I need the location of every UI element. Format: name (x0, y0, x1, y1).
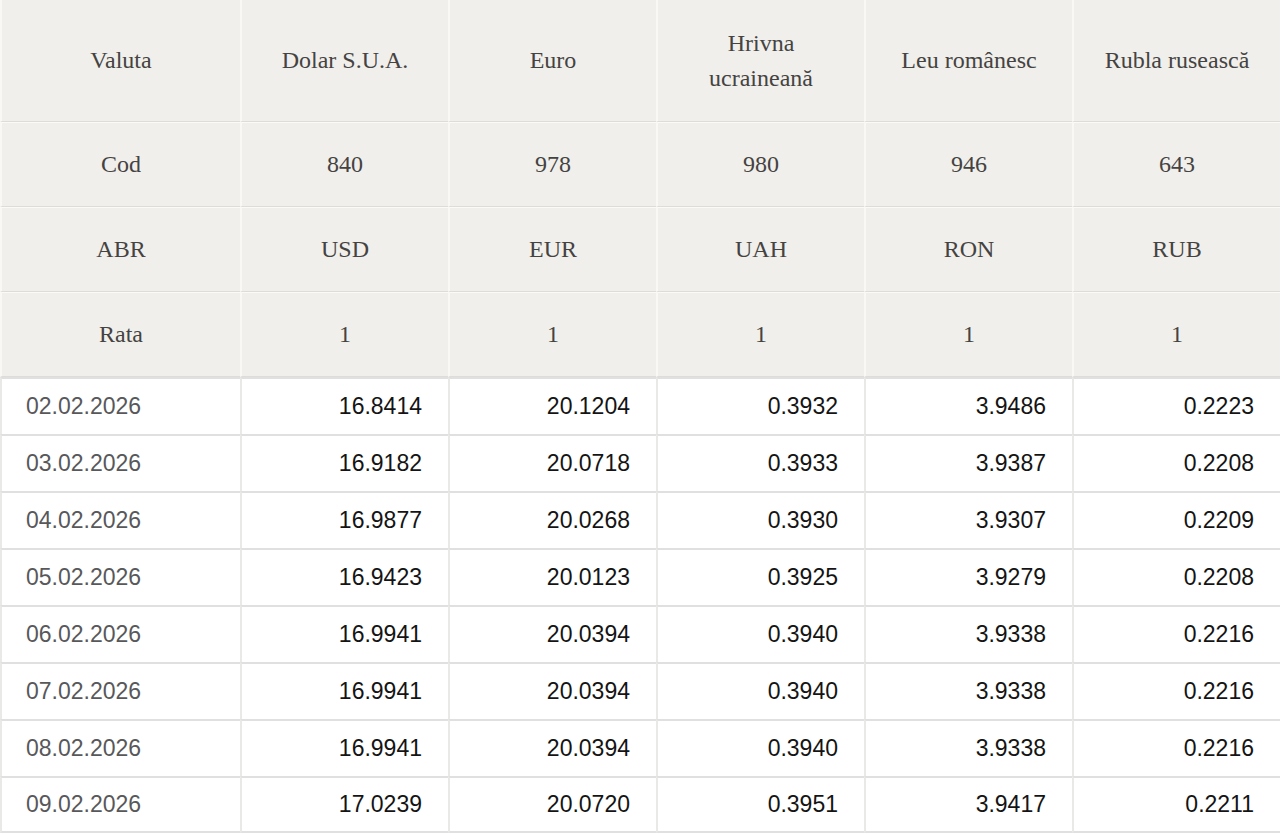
rate-value-cell: 0.3933 (656, 434, 864, 491)
header-value-cell: 980 (656, 122, 864, 207)
rate-value-cell: 0.3925 (656, 548, 864, 605)
date-cell: 07.02.2026 (0, 662, 240, 719)
header-label-cell: Rata (0, 292, 240, 377)
rate-value-cell: 3.9338 (864, 605, 1072, 662)
rate-value-cell: 20.0123 (448, 548, 656, 605)
date-cell: 09.02.2026 (0, 776, 240, 833)
rate-value-cell: 20.0394 (448, 662, 656, 719)
rate-value-cell: 3.9279 (864, 548, 1072, 605)
rate-value-cell: 20.0268 (448, 491, 656, 548)
rate-value-cell: 0.2208 (1072, 434, 1280, 491)
rate-value-cell: 0.2211 (1072, 776, 1280, 833)
rate-value-cell: 0.2223 (1072, 377, 1280, 434)
rate-value-cell: 17.0239 (240, 776, 448, 833)
header-value-cell: Hrivna ucraineană (656, 0, 864, 122)
rate-value-cell: 16.9423 (240, 548, 448, 605)
rate-value-cell: 3.9338 (864, 662, 1072, 719)
rate-value-cell: 0.2216 (1072, 719, 1280, 776)
header-value-cell: Rubla rusească (1072, 0, 1280, 122)
header-value-cell: 1 (1072, 292, 1280, 377)
rate-value-cell: 0.2209 (1072, 491, 1280, 548)
rate-value-cell: 20.0720 (448, 776, 656, 833)
rate-value-cell: 0.3932 (656, 377, 864, 434)
date-cell: 05.02.2026 (0, 548, 240, 605)
header-value-cell: RON (864, 207, 1072, 292)
header-value-cell: Euro (448, 0, 656, 122)
exchange-rates-table: ValutaDolar S.U.A.EuroHrivna ucraineanăL… (0, 0, 1280, 833)
rate-value-cell: 0.2216 (1072, 662, 1280, 719)
header-value-cell: Leu românesc (864, 0, 1072, 122)
date-cell: 03.02.2026 (0, 434, 240, 491)
rate-value-cell: 0.2216 (1072, 605, 1280, 662)
date-cell: 06.02.2026 (0, 605, 240, 662)
header-value-cell: UAH (656, 207, 864, 292)
table-body: 02.02.202616.841420.12040.39323.94860.22… (0, 377, 1280, 833)
rate-value-cell: 0.3930 (656, 491, 864, 548)
rate-value-cell: 3.9417 (864, 776, 1072, 833)
header-label-cell: ABR (0, 207, 240, 292)
header-value-cell: Dolar S.U.A. (240, 0, 448, 122)
table-row: 07.02.202616.994120.03940.39403.93380.22… (0, 662, 1280, 719)
header-value-cell: 946 (864, 122, 1072, 207)
header-value-cell: 1 (240, 292, 448, 377)
rate-value-cell: 3.9307 (864, 491, 1072, 548)
header-row-cod: Cod840978980946643 (0, 122, 1280, 207)
table-header: ValutaDolar S.U.A.EuroHrivna ucraineanăL… (0, 0, 1280, 377)
rate-value-cell: 3.9387 (864, 434, 1072, 491)
table-row: 06.02.202616.994120.03940.39403.93380.22… (0, 605, 1280, 662)
date-cell: 08.02.2026 (0, 719, 240, 776)
header-label-cell: Cod (0, 122, 240, 207)
header-value-cell: 1 (656, 292, 864, 377)
rate-value-cell: 16.9941 (240, 719, 448, 776)
rate-value-cell: 16.9941 (240, 605, 448, 662)
header-row-abr: ABRUSDEURUAHRONRUB (0, 207, 1280, 292)
rate-value-cell: 16.9941 (240, 662, 448, 719)
header-value-cell: 1 (864, 292, 1072, 377)
header-row-valuta: ValutaDolar S.U.A.EuroHrivna ucraineanăL… (0, 0, 1280, 122)
rate-value-cell: 3.9486 (864, 377, 1072, 434)
header-row-rata: Rata11111 (0, 292, 1280, 377)
table-row: 02.02.202616.841420.12040.39323.94860.22… (0, 377, 1280, 434)
rate-value-cell: 20.1204 (448, 377, 656, 434)
table-row: 05.02.202616.942320.01230.39253.92790.22… (0, 548, 1280, 605)
rate-value-cell: 20.0394 (448, 605, 656, 662)
table-row: 09.02.202617.023920.07200.39513.94170.22… (0, 776, 1280, 833)
header-label-cell: Valuta (0, 0, 240, 122)
rate-value-cell: 16.9877 (240, 491, 448, 548)
header-value-cell: 978 (448, 122, 656, 207)
header-value-cell: 1 (448, 292, 656, 377)
rate-value-cell: 3.9338 (864, 719, 1072, 776)
header-value-cell: 840 (240, 122, 448, 207)
header-value-cell: EUR (448, 207, 656, 292)
header-value-cell: USD (240, 207, 448, 292)
rate-value-cell: 0.3951 (656, 776, 864, 833)
date-cell: 02.02.2026 (0, 377, 240, 434)
rate-value-cell: 0.2208 (1072, 548, 1280, 605)
rate-value-cell: 20.0394 (448, 719, 656, 776)
header-value-cell: 643 (1072, 122, 1280, 207)
rate-value-cell: 16.9182 (240, 434, 448, 491)
rate-value-cell: 20.0718 (448, 434, 656, 491)
header-value-cell: RUB (1072, 207, 1280, 292)
rate-value-cell: 0.3940 (656, 605, 864, 662)
table-row: 04.02.202616.987720.02680.39303.93070.22… (0, 491, 1280, 548)
rate-value-cell: 0.3940 (656, 662, 864, 719)
table-row: 08.02.202616.994120.03940.39403.93380.22… (0, 719, 1280, 776)
table-row: 03.02.202616.918220.07180.39333.93870.22… (0, 434, 1280, 491)
date-cell: 04.02.2026 (0, 491, 240, 548)
rate-value-cell: 0.3940 (656, 719, 864, 776)
rate-value-cell: 16.8414 (240, 377, 448, 434)
